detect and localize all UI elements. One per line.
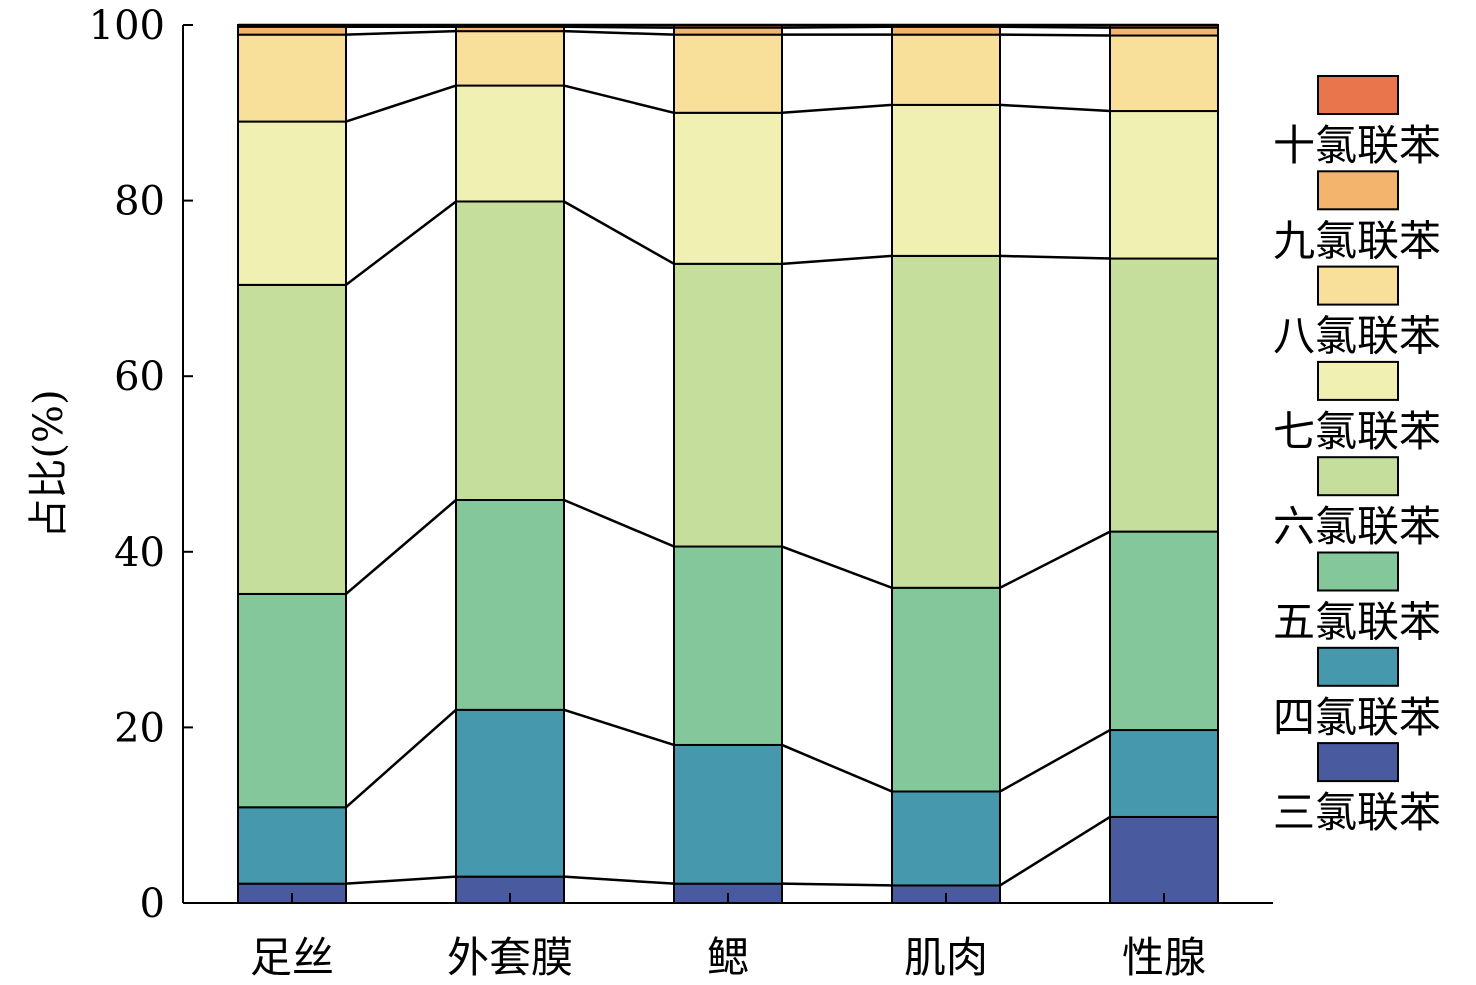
bar-segment	[237, 283, 347, 595]
bar-segment	[455, 708, 565, 878]
legend-swatch	[1317, 75, 1399, 115]
bar-segment	[1109, 257, 1219, 533]
connector-line	[563, 875, 675, 885]
y-tick-label: 100	[89, 3, 165, 49]
connector-line	[999, 33, 1111, 37]
x-category-label: 肌肉	[904, 933, 988, 982]
connector-line	[781, 254, 893, 266]
connector-line	[345, 200, 457, 286]
connector-line	[563, 25, 675, 29]
legend-label: 四氯联苯	[1273, 693, 1441, 742]
bar-segment	[891, 254, 1001, 589]
connector-line	[999, 530, 1111, 589]
connector-line	[345, 708, 457, 809]
bar-segment	[237, 33, 347, 123]
connector-line	[781, 743, 893, 793]
bar-segment	[1109, 729, 1219, 818]
x-category-label: 鳃	[707, 933, 749, 982]
bar-segment	[455, 498, 565, 711]
legend-label: 十氯联苯	[1273, 121, 1441, 170]
bar-segment	[673, 545, 783, 746]
bar-segment	[673, 33, 783, 114]
bar-segment	[891, 25, 1001, 36]
connector-line	[345, 875, 457, 885]
y-ticks: 0 20 40 60 80 100	[89, 3, 193, 927]
bar-segment	[455, 200, 565, 501]
connector-lines	[238, 23, 1218, 887]
bar-segment	[1109, 110, 1219, 260]
bars-layer	[237, 24, 1219, 905]
connector-line	[999, 728, 1111, 793]
bar-segment	[673, 262, 783, 548]
y-tick-label: 60	[114, 354, 165, 400]
bar-segment	[891, 33, 1001, 106]
bar-segment	[455, 84, 565, 203]
y-tick-label: 80	[114, 179, 165, 225]
legend-swatch	[1317, 742, 1399, 783]
connector-line	[345, 499, 457, 595]
legend-swatch	[1317, 551, 1399, 592]
x-category-label: 外套膜	[447, 933, 573, 982]
bar-segment	[1109, 26, 1219, 37]
legend-swatch	[1317, 646, 1399, 687]
connector-line	[781, 25, 893, 29]
connector-line	[999, 254, 1111, 260]
connector-line	[563, 29, 675, 36]
bar-segment	[891, 586, 1001, 793]
bar-segment	[237, 120, 347, 286]
x-category-label: 性腺	[1122, 933, 1206, 982]
bar-segment	[455, 30, 565, 87]
legend-label: 三氯联苯	[1273, 788, 1441, 837]
legend-swatch	[1317, 456, 1399, 497]
bar-segment	[1109, 815, 1219, 904]
bar-segment	[673, 743, 783, 885]
legend-swatch	[1317, 360, 1399, 401]
y-tick-label: 40	[114, 530, 165, 576]
connector-line	[781, 545, 893, 589]
bar-segment	[1109, 34, 1219, 113]
bar-segment	[1109, 530, 1219, 732]
connector-line	[781, 882, 893, 887]
legend-label: 九氯联苯	[1273, 216, 1441, 265]
connector-line	[999, 25, 1111, 29]
bar-segment	[891, 790, 1001, 887]
y-tick-label: 20	[114, 705, 165, 751]
x-categories: 足丝 外套膜 鳃 肌肉 性腺	[250, 893, 1206, 982]
connector-line	[999, 815, 1111, 887]
connector-line	[781, 103, 893, 115]
connector-line	[999, 103, 1111, 113]
connector-line	[563, 708, 675, 747]
bar-segment	[673, 111, 783, 265]
connector-line	[563, 84, 675, 115]
legend-label: 六氯联苯	[1273, 502, 1441, 551]
bar-segment	[237, 592, 347, 809]
bar-segment	[891, 103, 1001, 257]
bar-segment	[237, 806, 347, 885]
legend-swatch	[1317, 265, 1399, 306]
y-axis-title: 占比(%)	[26, 389, 72, 538]
connector-line	[345, 84, 457, 123]
legend-label: 八氯联苯	[1273, 312, 1441, 361]
bar-segment	[673, 26, 783, 36]
connector-line	[563, 498, 675, 548]
connector-line	[563, 200, 675, 265]
legend-label: 七氯联苯	[1273, 407, 1441, 456]
legend-label: 五氯联苯	[1273, 598, 1441, 647]
legend-swatch	[1317, 170, 1399, 211]
connector-line	[345, 29, 457, 36]
bar-segment	[237, 25, 347, 36]
y-tick-label: 0	[140, 881, 165, 927]
x-category-label: 足丝	[250, 933, 334, 982]
